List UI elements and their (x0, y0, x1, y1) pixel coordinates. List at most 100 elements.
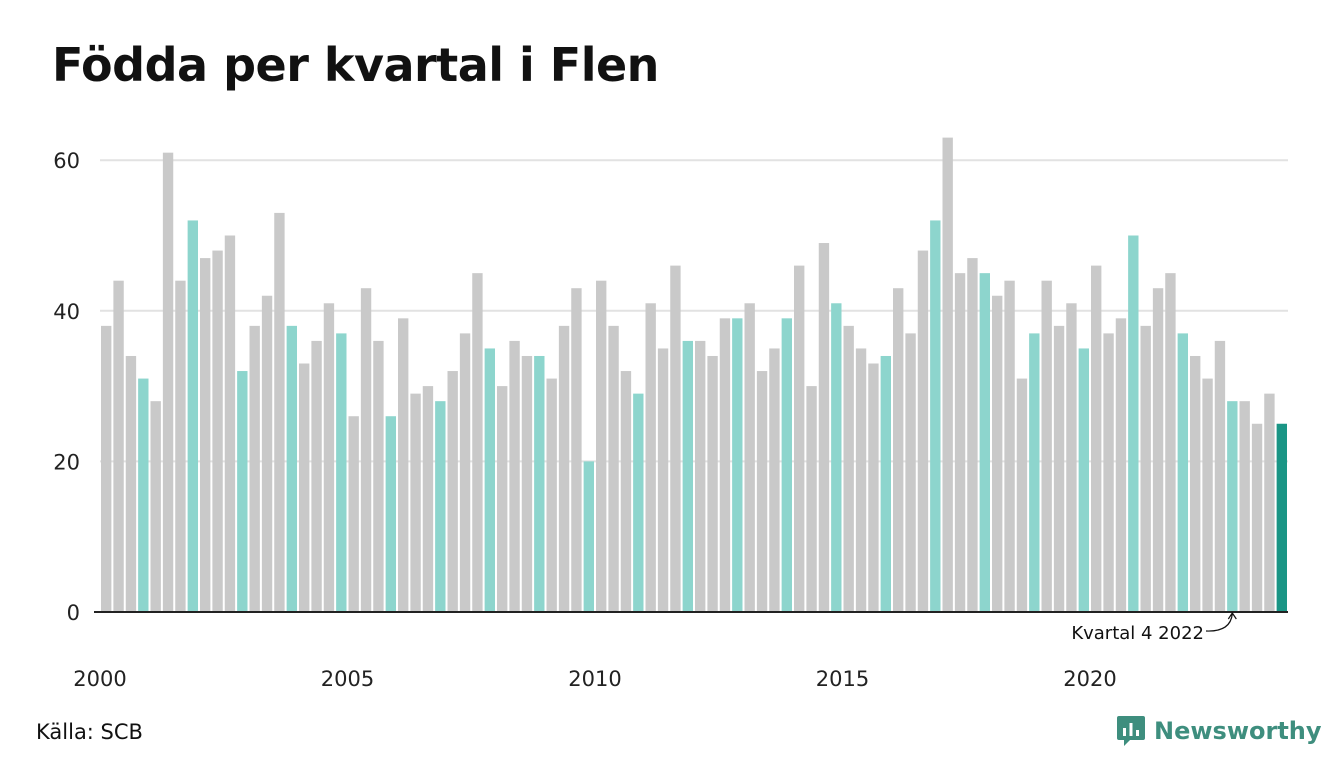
bar (162, 152, 174, 613)
bar (905, 333, 916, 612)
gridlines (100, 159, 1288, 463)
bar (930, 220, 941, 612)
bar (521, 355, 533, 612)
bar (385, 416, 396, 612)
bar (348, 416, 359, 612)
x-axis-ticks: 2000 2005 2010 2015 2020 (73, 667, 1116, 691)
bar (1053, 325, 1065, 612)
bar (967, 258, 978, 612)
bar (1177, 333, 1188, 612)
bar (1165, 273, 1176, 612)
bar (1016, 378, 1028, 612)
annotation: Kvartal 4 2022 (1071, 611, 1237, 644)
bar (843, 325, 854, 612)
y-tick-label: 60 (53, 149, 80, 173)
bar (422, 386, 434, 612)
x-tick-label: 2010 (568, 667, 621, 691)
bar (1227, 401, 1238, 612)
bar (558, 325, 570, 612)
bar (657, 348, 669, 612)
bar (1202, 378, 1213, 612)
bar (224, 235, 236, 612)
bar (360, 288, 372, 612)
bar (893, 288, 904, 612)
bar (756, 371, 768, 612)
bar (596, 280, 607, 612)
x-tick-label: 2020 (1063, 667, 1116, 691)
bar (608, 325, 619, 612)
bar (101, 325, 112, 612)
bar (373, 340, 384, 612)
bar (1004, 280, 1015, 612)
bar (472, 273, 483, 612)
newsworthy-logo-icon (1117, 716, 1145, 746)
bar (125, 355, 137, 612)
bar (323, 303, 335, 612)
bar (113, 280, 124, 612)
bar (299, 363, 310, 612)
bar (1103, 333, 1114, 612)
bar (880, 355, 891, 612)
bar (769, 348, 780, 612)
bar (1115, 318, 1127, 612)
bar (261, 295, 273, 612)
bar (435, 401, 446, 612)
bar (1276, 423, 1287, 612)
bar (534, 355, 545, 612)
chart-title: Födda per kvartal i Flen (52, 38, 659, 92)
bar (249, 325, 260, 612)
bar (682, 340, 693, 612)
bar (311, 340, 322, 612)
bar (1140, 325, 1151, 612)
bar (645, 303, 656, 612)
bar (732, 318, 743, 612)
bar (398, 318, 409, 612)
y-tick-label: 20 (53, 450, 80, 474)
bar (781, 318, 792, 612)
bar (237, 371, 248, 612)
bar (620, 371, 632, 612)
bar (571, 288, 582, 612)
bar (274, 212, 285, 612)
bar (992, 295, 1003, 612)
bar (942, 137, 953, 613)
bar (954, 273, 966, 612)
bar (447, 371, 458, 612)
bar (1264, 393, 1275, 612)
bar (410, 393, 421, 612)
bar (707, 355, 718, 612)
bar (212, 250, 223, 612)
annotation-arrow (1205, 611, 1237, 632)
bar (1091, 265, 1102, 612)
bar (200, 258, 211, 612)
bar (1251, 423, 1263, 612)
x-tick-label: 2000 (73, 667, 126, 691)
bar (979, 273, 990, 612)
bar (286, 325, 297, 612)
x-tick-label: 2015 (816, 667, 869, 691)
bar (831, 303, 842, 612)
x-tick-label: 2005 (321, 667, 374, 691)
y-axis-ticks: 0 20 40 60 (53, 149, 80, 625)
bar (484, 348, 495, 612)
bar (719, 318, 731, 612)
bar (855, 348, 867, 612)
bar (868, 363, 879, 612)
bar (1041, 280, 1052, 612)
bar (917, 250, 929, 612)
bar (583, 461, 594, 612)
bar (818, 243, 830, 612)
brand-name: Newsworthy (1154, 717, 1322, 745)
source-note: Källa: SCB (36, 720, 143, 744)
bar (187, 220, 198, 612)
bar (459, 333, 471, 612)
bar (806, 386, 817, 612)
bar (1152, 288, 1164, 612)
bar (1190, 355, 1201, 612)
bar (1128, 235, 1139, 612)
bar (138, 378, 149, 612)
brand-logo: Newsworthy (1116, 714, 1322, 748)
bar (546, 378, 557, 612)
bar (497, 386, 508, 612)
